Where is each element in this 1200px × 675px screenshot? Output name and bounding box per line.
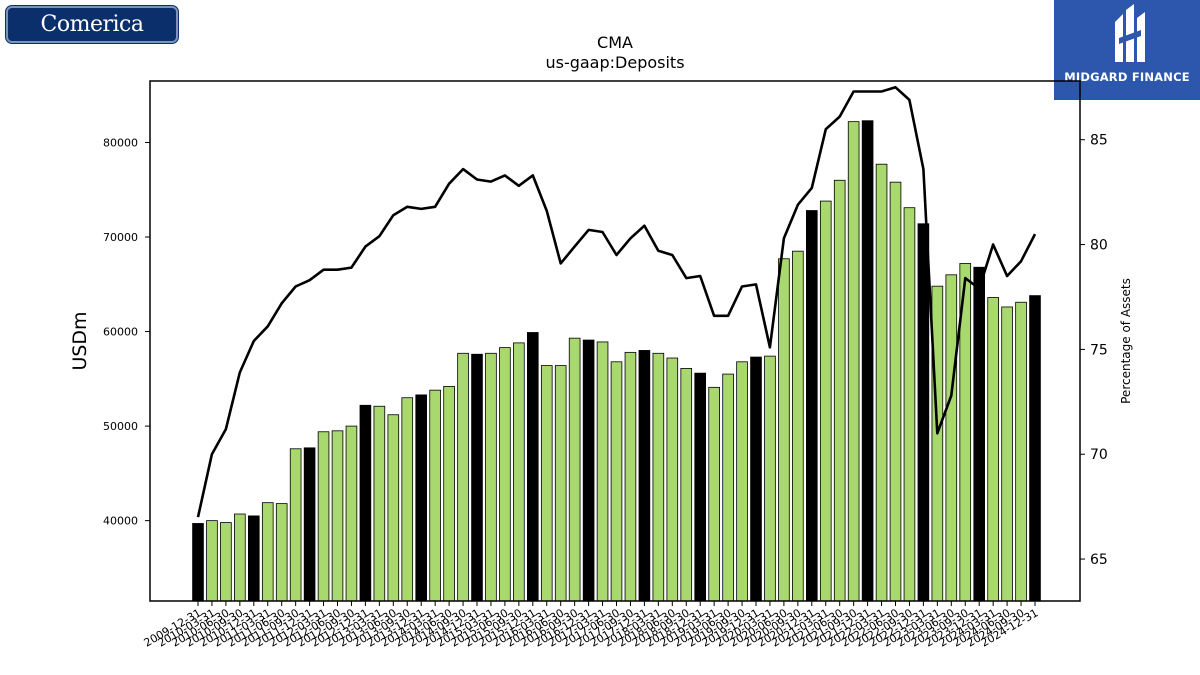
bar-2022-09-30 [903,207,916,602]
comerica-logo-text: Comerica [40,12,144,37]
bar-2015-06-30 [499,347,511,602]
bar-2016-12-31 [582,339,595,602]
bar-2023-06-30 [945,274,958,602]
comerica-logo: Comerica [6,6,178,43]
bar-2015-09-30 [513,342,525,602]
y-axis-right: 65 70 75 80 85 [1080,133,1108,568]
y2-tick-label-65: 65 [1090,552,1108,568]
bar-2018-03-31 [652,352,665,602]
bar-2010-12-31 [247,515,260,602]
x-axis: 2009-12-312010-03-312010-06-302010-09-30… [142,601,1041,650]
bar-2020-06-30 [778,258,790,602]
bar-2017-06-30 [610,361,623,602]
bar-2024-06-30 [1001,306,1013,602]
bar-2011-12-31 [303,447,316,602]
y-tick-label-80000: 80000 [103,136,138,149]
y-axis-label: USDm [69,311,91,370]
bar-2018-12-31 [694,372,706,602]
chart-title: CMA [597,33,633,52]
bar-2019-06-30 [722,373,734,602]
bar-2019-03-31 [708,386,720,602]
bar-2013-12-31 [415,394,427,602]
bar-2023-03-31 [931,285,944,602]
bar-2022-06-30 [889,181,902,602]
bar-2017-09-30 [624,351,637,602]
bar-2016-03-31 [540,365,553,602]
bar-2020-03-31 [764,355,776,602]
bar-2020-09-30 [792,250,804,602]
bar-2010-03-31 [206,520,218,602]
bar-2021-06-30 [833,179,846,602]
bar-2021-12-31 [861,120,874,602]
y-tick-label-60000: 60000 [103,326,138,339]
y-tick-label-70000: 70000 [103,231,138,244]
y-axis-left: 40000 50000 60000 70000 80000 [103,136,150,528]
bar-2019-12-31 [750,356,762,602]
y2-tick-label-75: 75 [1090,342,1108,358]
bar-2024-09-30 [1015,301,1027,602]
chart-subtitle: us-gaap:Deposits [545,53,684,72]
bar-2018-09-30 [680,368,693,602]
bar-2013-03-31 [373,405,386,602]
bar-2012-12-31 [359,404,372,602]
bar-2012-03-31 [317,431,330,602]
bar-2011-09-30 [289,448,302,602]
midgard-mark-icon [1115,4,1145,62]
bar-2015-03-31 [485,352,497,602]
midgard-logo-text: MIDGARD FINANCE [1064,70,1190,84]
y2-tick-label-70: 70 [1090,447,1108,463]
bar-2011-06-30 [275,503,288,602]
bar-2009-12-31 [192,523,204,602]
bar-2010-06-30 [220,522,232,602]
bar-2013-09-30 [401,397,414,602]
bar-2019-09-30 [736,361,748,602]
line-layer [196,86,1037,518]
y2-axis-label: Percentage of Assets [1119,278,1133,404]
bar-2020-12-31 [806,210,818,602]
plot-frame [149,80,1081,602]
bar-2014-06-30 [443,385,455,602]
bar-2023-12-31 [973,266,985,602]
bar-2016-06-30 [554,365,567,602]
bar-2017-03-31 [596,341,609,602]
bar-2010-09-30 [234,513,246,602]
bar-2012-06-30 [331,430,344,602]
bar-2022-03-31 [875,163,888,602]
series-line-percentage-of-assets [196,86,1037,518]
y2-tick-label-80: 80 [1090,238,1108,254]
y2-tick-label-85: 85 [1090,133,1108,149]
bar-2012-09-30 [345,425,358,602]
bar-2017-12-31 [638,350,651,602]
bar-2022-12-31 [917,223,930,602]
bar-2014-03-31 [429,389,441,602]
bar-2015-12-31 [527,332,539,602]
bar-2021-03-31 [819,200,832,602]
bar-2021-09-30 [847,121,860,602]
bar-layer [192,120,1041,602]
bar-2018-06-30 [666,357,679,602]
y-tick-label-50000: 50000 [103,420,138,433]
bar-2014-09-30 [457,352,469,602]
y-tick-label-40000: 40000 [103,515,138,528]
bar-2024-03-31 [987,297,999,602]
bar-2014-12-31 [471,353,483,602]
bar-2016-09-30 [568,337,581,602]
bar-2013-06-30 [387,414,400,602]
bar-2011-03-31 [261,502,274,602]
midgard-finance-logo: MIDGARD FINANCE [1054,0,1200,100]
bar-2024-12-31 [1029,295,1041,602]
